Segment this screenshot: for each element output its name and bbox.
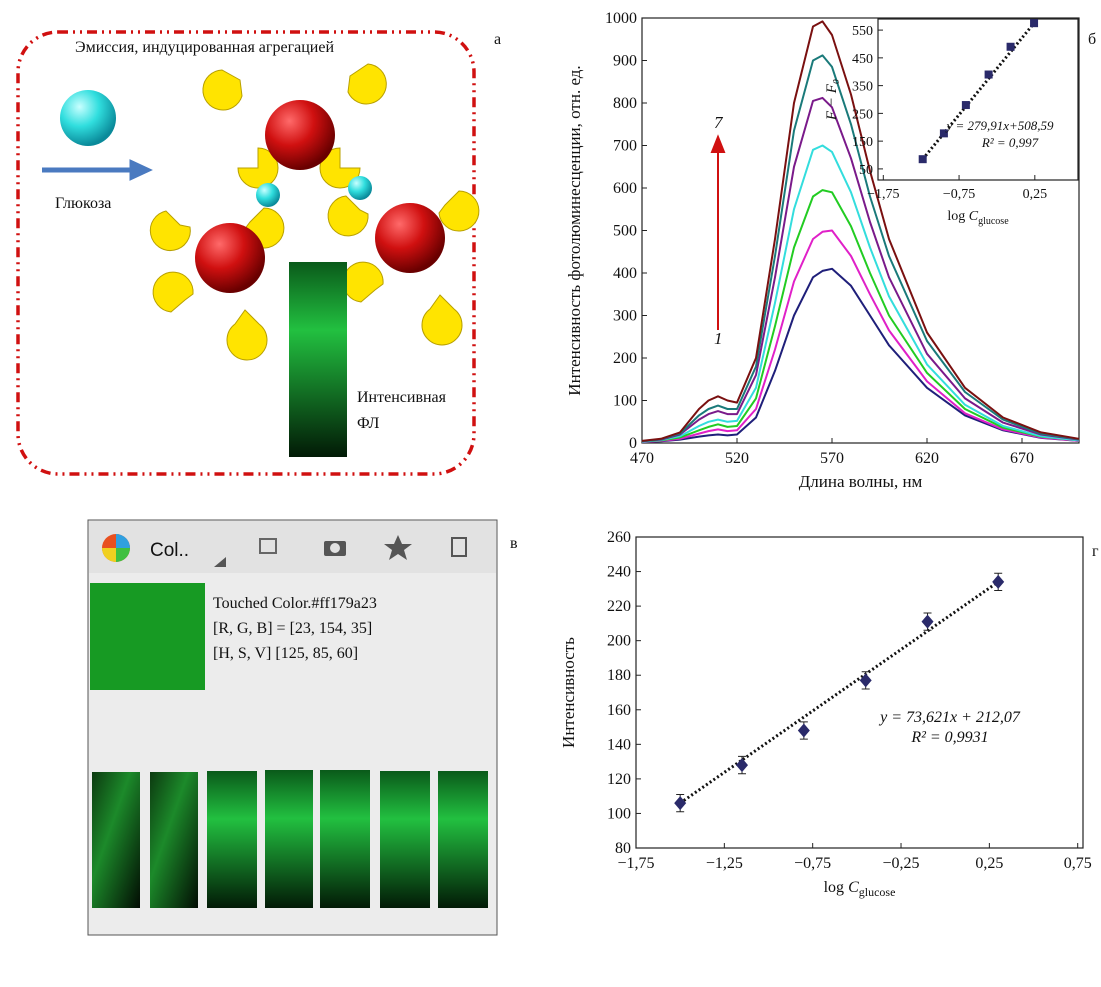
fl-strip: [289, 262, 347, 457]
y-tick-label: 350: [852, 80, 873, 95]
x-tick-label: −0,25: [883, 855, 920, 872]
info-line: [H, S, V] [125, 85, 60]: [213, 645, 358, 662]
diagram-title: Эмиссия, индуцированная агрегацией: [75, 39, 334, 56]
x-axis-label-part: glucose: [978, 216, 1009, 227]
point: [919, 155, 927, 163]
x-tick-label: 0,25: [1023, 187, 1048, 202]
y-tick-label: 140: [607, 736, 631, 753]
annotation: 1: [714, 329, 723, 348]
result-label: ФЛ: [357, 415, 379, 432]
y-tick-label: 300: [613, 308, 637, 325]
y-tick-label: 260: [607, 529, 631, 546]
x-tick-label: −0,75: [943, 187, 975, 202]
strips: [92, 770, 488, 908]
y-axis-label: Интенсивность фотолюминесценции, отн. ед…: [565, 65, 584, 395]
plot-area: [636, 537, 1083, 848]
x-axis-label: log Cglucose: [824, 879, 896, 899]
x-axis-label-part: C: [848, 879, 859, 896]
arrow: [42, 163, 147, 177]
equation: y = 279,91x+508,59: [944, 118, 1054, 133]
y-tick-label: 450: [852, 52, 873, 67]
y-tick-label: 550: [852, 24, 873, 39]
r-squared: R² = 0,9931: [910, 729, 988, 746]
x-axis-label: Длина волны, нм: [799, 472, 923, 491]
panel-label: в: [510, 535, 518, 552]
x-tick-label: −1,25: [706, 855, 743, 872]
y-tick-label: 150: [852, 135, 873, 150]
x-tick-label: 620: [915, 450, 939, 467]
glucose: [348, 176, 372, 200]
y-tick-label: 1000: [605, 10, 637, 27]
color-swatch: [90, 583, 205, 690]
x-tick-label: 670: [1010, 450, 1034, 467]
app-name: Col..: [150, 540, 189, 561]
figure: Эмиссия, индуцированная агрегацией а Глю…: [0, 0, 1101, 987]
y-tick-label: 180: [607, 667, 631, 684]
x-tick-label: −1,75: [867, 187, 899, 202]
diagram-panel: Эмиссия, индуцированная агрегацией а Глю…: [18, 31, 501, 474]
glucose: [256, 183, 280, 207]
panel-label: а: [494, 31, 501, 48]
x-tick-label: 0,75: [1064, 855, 1092, 872]
y-tick-label: 400: [613, 265, 637, 282]
x-tick-label: 520: [725, 450, 749, 467]
y-tick-label: 220: [607, 598, 631, 615]
panel-label: б: [1088, 31, 1096, 48]
glucose: [60, 90, 116, 146]
y-tick-label: 240: [607, 564, 631, 581]
x-tick-label: 570: [820, 450, 844, 467]
y-tick-label: 800: [613, 95, 637, 112]
info-line: Touched Color.#ff179a23: [213, 595, 377, 612]
x-axis-label-part: log: [824, 879, 844, 896]
y-tick-label: 700: [613, 138, 637, 155]
particle: [375, 203, 445, 273]
particle: [265, 100, 335, 170]
y-tick-label: 600: [613, 180, 637, 197]
y-tick-label: 900: [613, 53, 637, 70]
x-tick-label: 0,25: [975, 855, 1003, 872]
particle: [195, 223, 265, 293]
y-tick-label: 50: [859, 163, 873, 178]
panel-label: г: [1092, 543, 1099, 560]
page: Эмиссия, индуцированная агрегацией а Глю…: [0, 0, 1101, 987]
plot-area: [878, 19, 1078, 180]
reagent-label: Глюкоза: [55, 195, 111, 212]
result-label: Интенсивная: [357, 389, 447, 406]
info-line: [R, G, B] = [23, 154, 35]: [213, 620, 372, 637]
y-tick-label: 100: [613, 393, 637, 410]
chart: 80100120140160180200220240260−1,75−1,25−…: [559, 529, 1092, 899]
y-tick-label: 200: [607, 633, 631, 650]
y-tick-label: 160: [607, 702, 631, 719]
equation: y = 73,621x + 212,07: [878, 709, 1021, 726]
y-tick-label: 500: [613, 223, 637, 240]
y-tick-label: 120: [607, 771, 631, 788]
y-axis-label: F − F₀: [824, 79, 840, 121]
screenshot-panel: Col.. Touched Color.#ff179a23 [R, G, B] …: [88, 520, 518, 935]
point: [985, 71, 993, 79]
r-squared: R² = 0,997: [981, 135, 1039, 150]
point: [1030, 19, 1038, 27]
x-axis-label-part: glucose: [859, 885, 896, 899]
y-tick-label: 200: [613, 350, 637, 367]
x-tick-label: −0,75: [794, 855, 831, 872]
y-tick-label: 250: [852, 107, 873, 122]
point: [1007, 43, 1015, 51]
x-tick-label: 470: [630, 450, 654, 467]
x-axis-label-part: log: [947, 209, 965, 224]
x-tick-label: −1,75: [617, 855, 654, 872]
y-axis-label: Интенсивность: [559, 637, 578, 748]
point: [962, 101, 970, 109]
y-tick-label: 100: [607, 805, 631, 822]
